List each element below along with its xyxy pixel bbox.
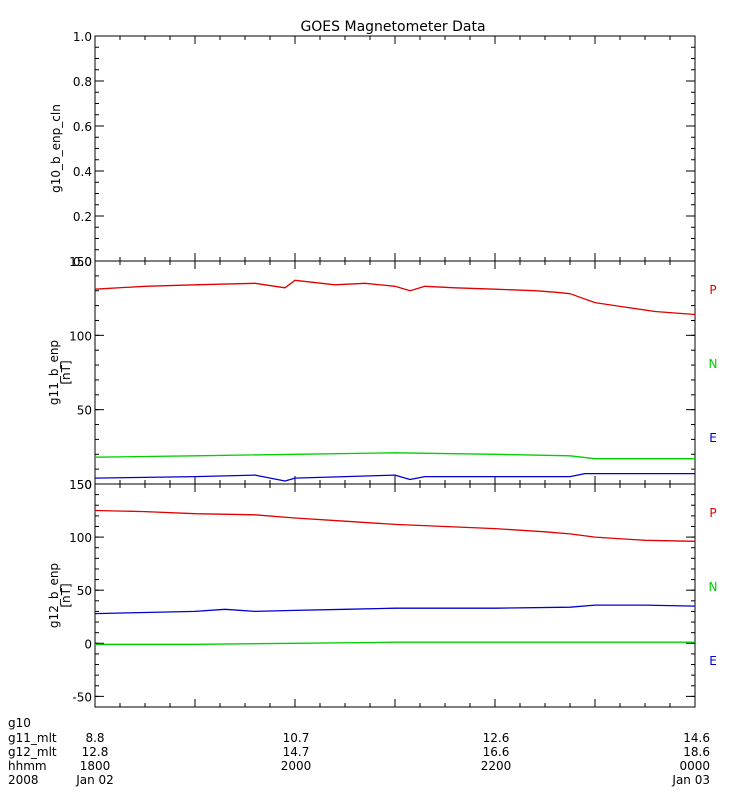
y-axis-label: g11_b_enp [47, 340, 61, 405]
legend-label-e: E [709, 431, 717, 445]
panel-3: -50 0 50 100 150 g12_b_enp[nT] P N E [47, 478, 718, 708]
time-row-value: 14.7 [283, 745, 310, 759]
y-tick-label: 100 [69, 329, 92, 343]
y-tick-label: 0.4 [73, 165, 92, 179]
series-line-e [94, 604, 696, 615]
legend-label-n: N [709, 357, 718, 371]
legend-label-p: P [709, 506, 716, 520]
y-axis-label: g12_b_enp [47, 563, 61, 628]
series-line-n [95, 641, 695, 645]
legend-label-p: P [709, 283, 716, 297]
time-row-value: Jan 03 [671, 773, 710, 787]
time-row-name: g12_mlt [8, 745, 57, 759]
y-tick-label: 50 [77, 404, 92, 418]
y-tick-label: 0 [84, 478, 92, 492]
time-row-value: 14.6 [683, 731, 710, 745]
time-row-value: 2000 [281, 759, 312, 773]
time-row-name: g11_mlt [8, 731, 57, 745]
series-line-e [94, 472, 695, 482]
time-row-value: 18.6 [683, 745, 710, 759]
series-line-p [94, 279, 696, 316]
y-tick-label: 0.6 [73, 120, 92, 134]
y-tick-label: 100 [69, 531, 92, 545]
y-tick-label: 0.8 [73, 75, 92, 89]
y-tick-label: 0.2 [73, 210, 92, 224]
time-row-value: 16.6 [483, 745, 510, 759]
time-row-value: 2200 [481, 759, 512, 773]
y-tick-label: 0.0 [73, 255, 92, 269]
series-line-n [94, 452, 695, 460]
y-tick-label: 150 [69, 478, 92, 492]
panel-2: 0 50 100 150 g11_b_enp[nT] P N E [47, 255, 717, 492]
time-row-value: Jan 02 [75, 773, 114, 787]
legend-label-n: N [709, 580, 718, 594]
figure-title: GOES Magnetometer Data [300, 19, 485, 35]
y-tick-label: -50 [72, 690, 92, 704]
time-row-value: 12.8 [82, 745, 109, 759]
time-row-value: 8.8 [85, 731, 104, 745]
time-row-name: hhmm [8, 759, 47, 773]
y-tick-label: 0 [84, 637, 92, 651]
y-tick-label: 150 [69, 255, 92, 269]
time-row-value: 0000 [679, 759, 710, 773]
series-line-p [94, 509, 696, 542]
y-axis-units: [nT] [59, 583, 73, 607]
y-axis-label: g10_b_enp_cln [49, 104, 63, 193]
time-row-value: 1800 [80, 759, 111, 773]
y-axis-units: [nT] [59, 360, 73, 384]
time-row-name: 2008 [8, 773, 39, 787]
time-row-value: 10.7 [283, 731, 310, 745]
y-tick-label: 1.0 [73, 30, 92, 44]
time-row-value: 12.6 [483, 731, 510, 745]
panels: 0.0 0.2 0.4 0.6 0.8 1.0 g10_b_enp_cln 0 50 100 150… [47, 30, 718, 708]
y-tick-label: 50 [77, 584, 92, 598]
time-row-name: g10 [8, 716, 31, 730]
legend-label-e: E [709, 654, 717, 668]
